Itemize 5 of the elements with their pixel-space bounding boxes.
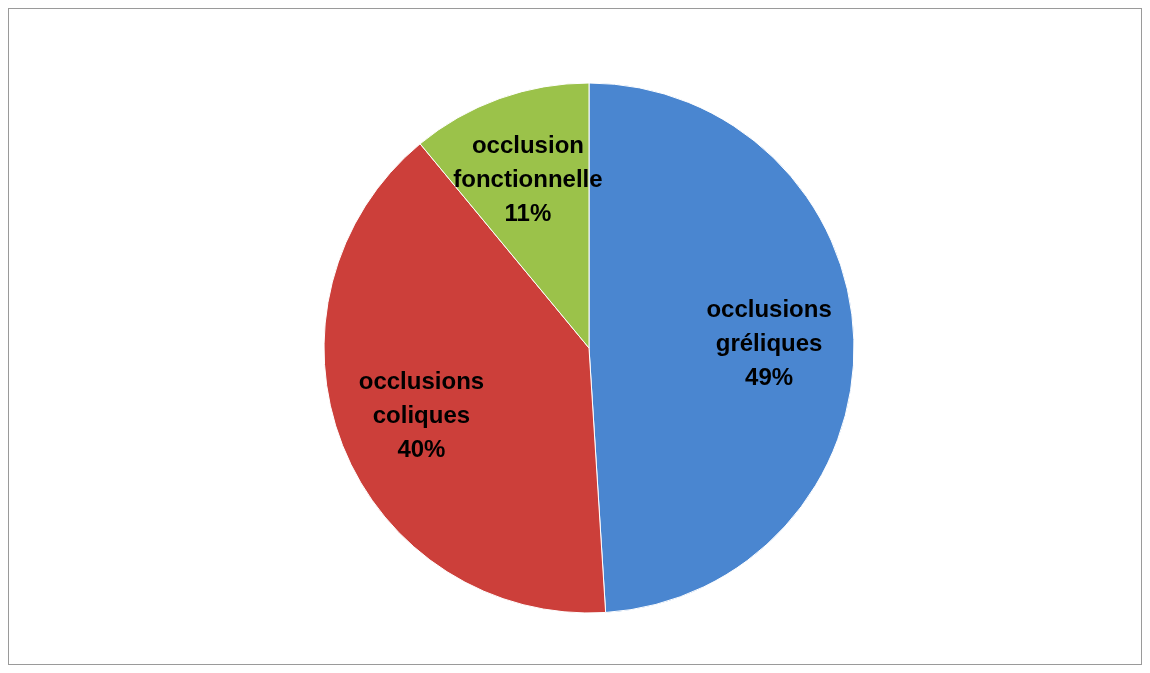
data-label: 40% <box>397 434 446 462</box>
data-label: 49% <box>745 362 794 390</box>
data-label: 11% <box>504 198 552 226</box>
slice-label: occlusions coliques <box>358 366 485 428</box>
slice-label: occlusions gréliques <box>706 294 832 356</box>
